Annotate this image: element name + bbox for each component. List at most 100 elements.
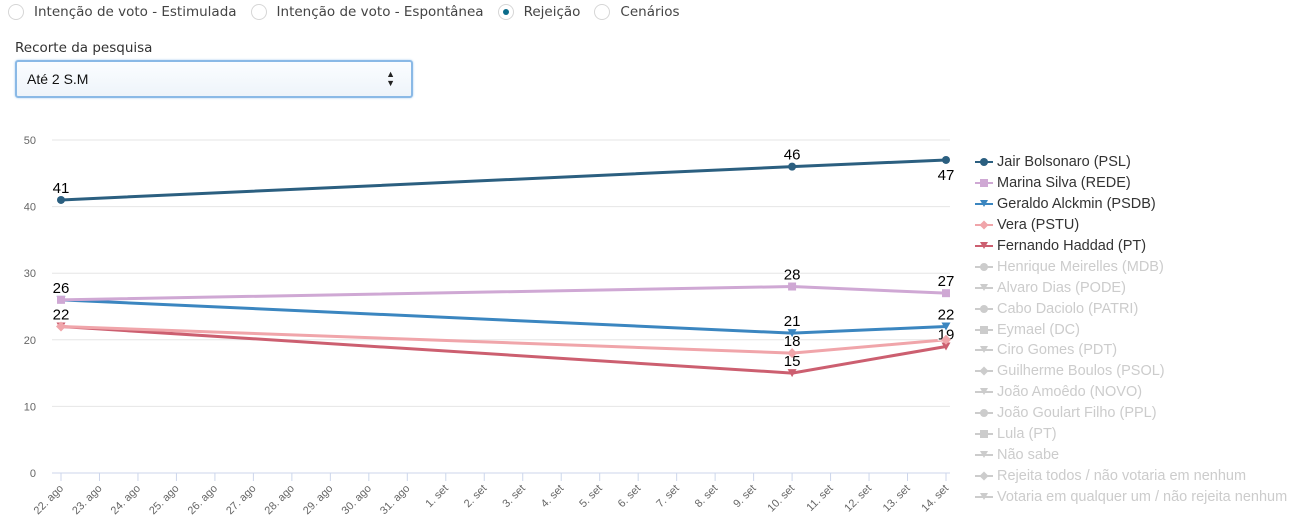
x-tick-label: 27. ago xyxy=(224,483,258,517)
legend-item[interactable]: Votaria em qualquer um / não rejeita nen… xyxy=(975,486,1287,507)
legend-item[interactable]: Vera (PSTU) xyxy=(975,215,1287,236)
data-label: 18 xyxy=(784,333,801,350)
x-tick-label: 26. ago xyxy=(186,483,220,517)
chart-legend: Jair Bolsonaro (PSL) Marina Silva (REDE) G… xyxy=(975,152,1287,507)
y-tick-label: 30 xyxy=(24,268,36,280)
select-arrows-icon: ▲ ▼ xyxy=(386,69,395,88)
legend-symbol-icon xyxy=(975,241,993,251)
radio-estimulada[interactable]: Intenção de voto - Estimulada xyxy=(8,4,237,20)
radio-label: Intenção de voto - Estimulada xyxy=(34,4,237,20)
radio-label: Intenção de voto - Espontânea xyxy=(276,4,484,20)
data-point xyxy=(57,195,65,204)
legend-symbol-icon xyxy=(975,429,993,439)
data-point xyxy=(941,322,951,331)
x-tick-label: 4. set xyxy=(539,483,567,511)
legend-item[interactable]: Henrique Meirelles (MDB) xyxy=(975,256,1287,277)
radio-circle[interactable] xyxy=(497,4,514,20)
legend-label: Geraldo Alckmin (PSDB) xyxy=(997,196,1156,213)
legend-label: Guilherme Boulos (PSOL) xyxy=(997,363,1165,380)
legend-item[interactable]: Cabo Daciolo (PATRI) xyxy=(975,298,1287,319)
legend-symbol-icon xyxy=(975,471,993,481)
x-tick-label: 1. set xyxy=(423,483,451,511)
legend-symbol-icon xyxy=(975,450,993,460)
legend-symbol-icon xyxy=(975,220,993,230)
radio-circle[interactable] xyxy=(250,4,267,20)
legend-symbol-icon xyxy=(975,408,993,418)
data-point xyxy=(788,282,797,291)
data-point xyxy=(787,329,797,338)
legend-symbol-icon xyxy=(975,304,993,314)
legend-item[interactable]: Rejeita todos / não votaria em nenhum xyxy=(975,465,1287,486)
data-label: 27 xyxy=(938,273,955,290)
data-point xyxy=(941,334,951,345)
radio-circle[interactable] xyxy=(8,4,24,20)
data-label: 22 xyxy=(938,306,955,323)
legend-item[interactable]: João Amoêdo (NOVO) xyxy=(975,382,1287,403)
legend-label: Henrique Meirelles (MDB) xyxy=(997,258,1164,275)
legend-item[interactable]: Fernando Haddad (PT) xyxy=(975,236,1287,257)
legend-symbol-icon xyxy=(975,283,993,293)
legend-label: Cabo Daciolo (PATRI) xyxy=(997,300,1139,317)
legend-label: Não sabe xyxy=(997,446,1060,463)
legend-item[interactable]: Marina Silva (REDE) xyxy=(975,173,1287,194)
legend-item[interactable]: Alvaro Dias (PODE) xyxy=(975,277,1287,298)
radio-label: Rejeição xyxy=(523,4,581,20)
legend-label: Vera (PSTU) xyxy=(997,217,1080,234)
radio-circle[interactable] xyxy=(594,4,611,20)
legend-symbol-icon xyxy=(975,178,993,188)
legend-label: Rejeita todos / não votaria em nenhum xyxy=(997,467,1247,484)
data-label: 46 xyxy=(784,147,801,164)
series-line xyxy=(60,298,947,335)
legend-item[interactable]: Ciro Gomes (PDT) xyxy=(975,340,1287,361)
data-label: 22 xyxy=(53,306,70,323)
x-tick-label: 23. ago xyxy=(70,483,104,517)
legend-item[interactable]: Geraldo Alckmin (PSDB) xyxy=(975,194,1287,215)
x-tick-label: 9. set xyxy=(731,483,759,511)
filter-select[interactable]: Até 2 S.M ▲ ▼ xyxy=(15,60,413,98)
x-tick-label: 29. ago xyxy=(301,483,335,517)
legend-item[interactable]: Eymael (DC) xyxy=(975,319,1287,340)
legend-item[interactable]: Lula (PT) xyxy=(975,424,1287,445)
radio-cenarios[interactable]: Cenários xyxy=(594,4,680,20)
legend-item[interactable]: Guilherme Boulos (PSOL) xyxy=(975,361,1287,382)
radio-espontanea[interactable]: Intenção de voto - Espontânea xyxy=(250,4,484,20)
survey-type-radio-group: Intenção de voto - Estimulada Intenção d… xyxy=(8,4,694,20)
x-tick-label: 2. set xyxy=(462,483,490,511)
legend-symbol-icon xyxy=(975,345,993,355)
filter-select-value: Até 2 S.M xyxy=(27,71,89,87)
y-tick-label: 50 xyxy=(24,135,36,147)
legend-symbol-icon xyxy=(975,387,993,397)
x-tick-label: 12. set xyxy=(842,483,874,515)
radio-rejeicao[interactable]: Rejeição xyxy=(497,4,581,20)
x-tick-label: 31. ago xyxy=(378,483,412,517)
x-tick-label: 30. ago xyxy=(340,483,374,517)
data-point xyxy=(942,289,950,298)
y-tick-label: 0 xyxy=(30,468,36,480)
legend-symbol-icon xyxy=(975,492,993,502)
legend-item[interactable]: Não sabe xyxy=(975,444,1287,465)
x-tick-label: 11. set xyxy=(804,483,835,514)
x-tick-label: 10. set xyxy=(765,483,797,515)
x-tick-label: 8. set xyxy=(693,483,721,511)
x-tick-label: 25. ago xyxy=(147,483,181,517)
series-line xyxy=(60,285,947,302)
y-tick-label: 40 xyxy=(24,202,36,214)
x-tick-label: 7. set xyxy=(654,483,682,511)
legend-symbol-icon xyxy=(975,325,993,335)
legend-symbol-icon xyxy=(975,157,993,167)
data-label: 41 xyxy=(53,180,70,197)
y-tick-label: 10 xyxy=(24,401,36,413)
data-point xyxy=(787,348,798,359)
x-tick-label: 5. set xyxy=(577,483,605,511)
legend-item[interactable]: Jair Bolsonaro (PSL) xyxy=(975,152,1287,173)
x-tick-label: 24. ago xyxy=(109,483,143,517)
x-tick-label: 13. set xyxy=(881,483,913,515)
data-point xyxy=(788,162,797,171)
filter-label: Recorte da pesquisa xyxy=(15,40,153,56)
data-label: 21 xyxy=(784,313,801,330)
legend-item[interactable]: João Goulart Filho (PPL) xyxy=(975,403,1287,424)
data-point xyxy=(942,155,950,164)
legend-label: Ciro Gomes (PDT) xyxy=(997,342,1118,359)
legend-label: Votaria em qualquer um / não rejeita nen… xyxy=(997,488,1288,505)
